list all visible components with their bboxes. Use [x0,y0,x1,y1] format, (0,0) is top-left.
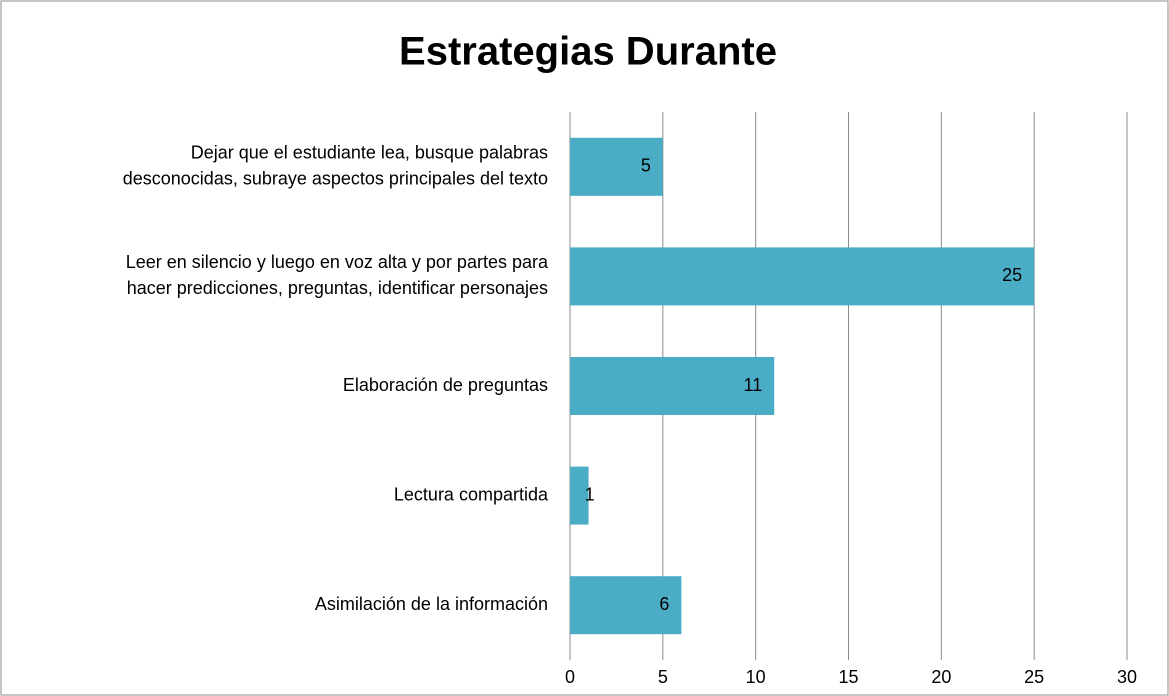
y-tick-label: Dejar que el estudiante lea, busque pala… [191,143,548,163]
data-label: 25 [1002,265,1022,285]
y-tick-label: Elaboración de preguntas [343,375,548,395]
x-tick-label: 0 [565,667,575,687]
bar [570,247,1035,306]
bar [570,137,663,196]
data-label: 6 [659,594,669,614]
y-tick-label: Asimilación de la información [315,594,548,614]
data-label: 5 [641,156,651,176]
chart-title: Estrategias Durante [399,30,777,74]
x-tick-label: 25 [1024,667,1044,687]
data-label: 1 [585,484,595,504]
x-tick-label: 5 [658,667,668,687]
x-tick-label: 20 [931,667,951,687]
x-tick-label: 15 [838,667,858,687]
data-label: 11 [744,375,763,395]
y-tick-label: Lectura compartida [394,484,549,504]
y-tick-label: desconocidas, subraye aspectos principal… [123,169,548,189]
bar [570,576,682,635]
bar [570,357,775,415]
y-tick-label: hacer predicciones, preguntas, identific… [127,278,548,298]
x-tick-label: 30 [1117,667,1137,687]
y-tick-label: Leer en silencio y luego en voz alta y p… [126,252,549,272]
x-tick-label: 10 [746,667,766,687]
bar [570,466,589,525]
